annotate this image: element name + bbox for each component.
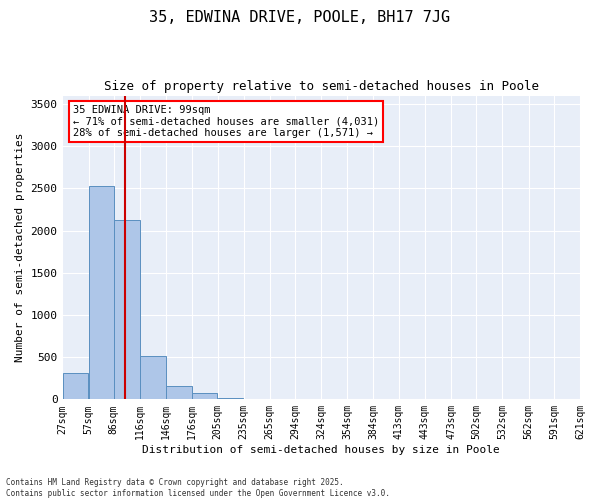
Bar bbox=[193, 392, 217, 400]
Bar bbox=[166, 386, 192, 400]
Bar bbox=[62, 373, 88, 400]
Y-axis label: Number of semi-detached properties: Number of semi-detached properties bbox=[15, 132, 25, 362]
X-axis label: Distribution of semi-detached houses by size in Poole: Distribution of semi-detached houses by … bbox=[142, 445, 500, 455]
Text: 35, EDWINA DRIVE, POOLE, BH17 7JG: 35, EDWINA DRIVE, POOLE, BH17 7JG bbox=[149, 10, 451, 25]
Bar bbox=[114, 220, 140, 400]
Bar bbox=[218, 398, 244, 400]
Text: Contains HM Land Registry data © Crown copyright and database right 2025.
Contai: Contains HM Land Registry data © Crown c… bbox=[6, 478, 390, 498]
Title: Size of property relative to semi-detached houses in Poole: Size of property relative to semi-detach… bbox=[104, 80, 539, 93]
Bar bbox=[89, 186, 113, 400]
Text: 35 EDWINA DRIVE: 99sqm
← 71% of semi-detached houses are smaller (4,031)
28% of : 35 EDWINA DRIVE: 99sqm ← 71% of semi-det… bbox=[73, 104, 379, 138]
Bar bbox=[140, 356, 166, 400]
